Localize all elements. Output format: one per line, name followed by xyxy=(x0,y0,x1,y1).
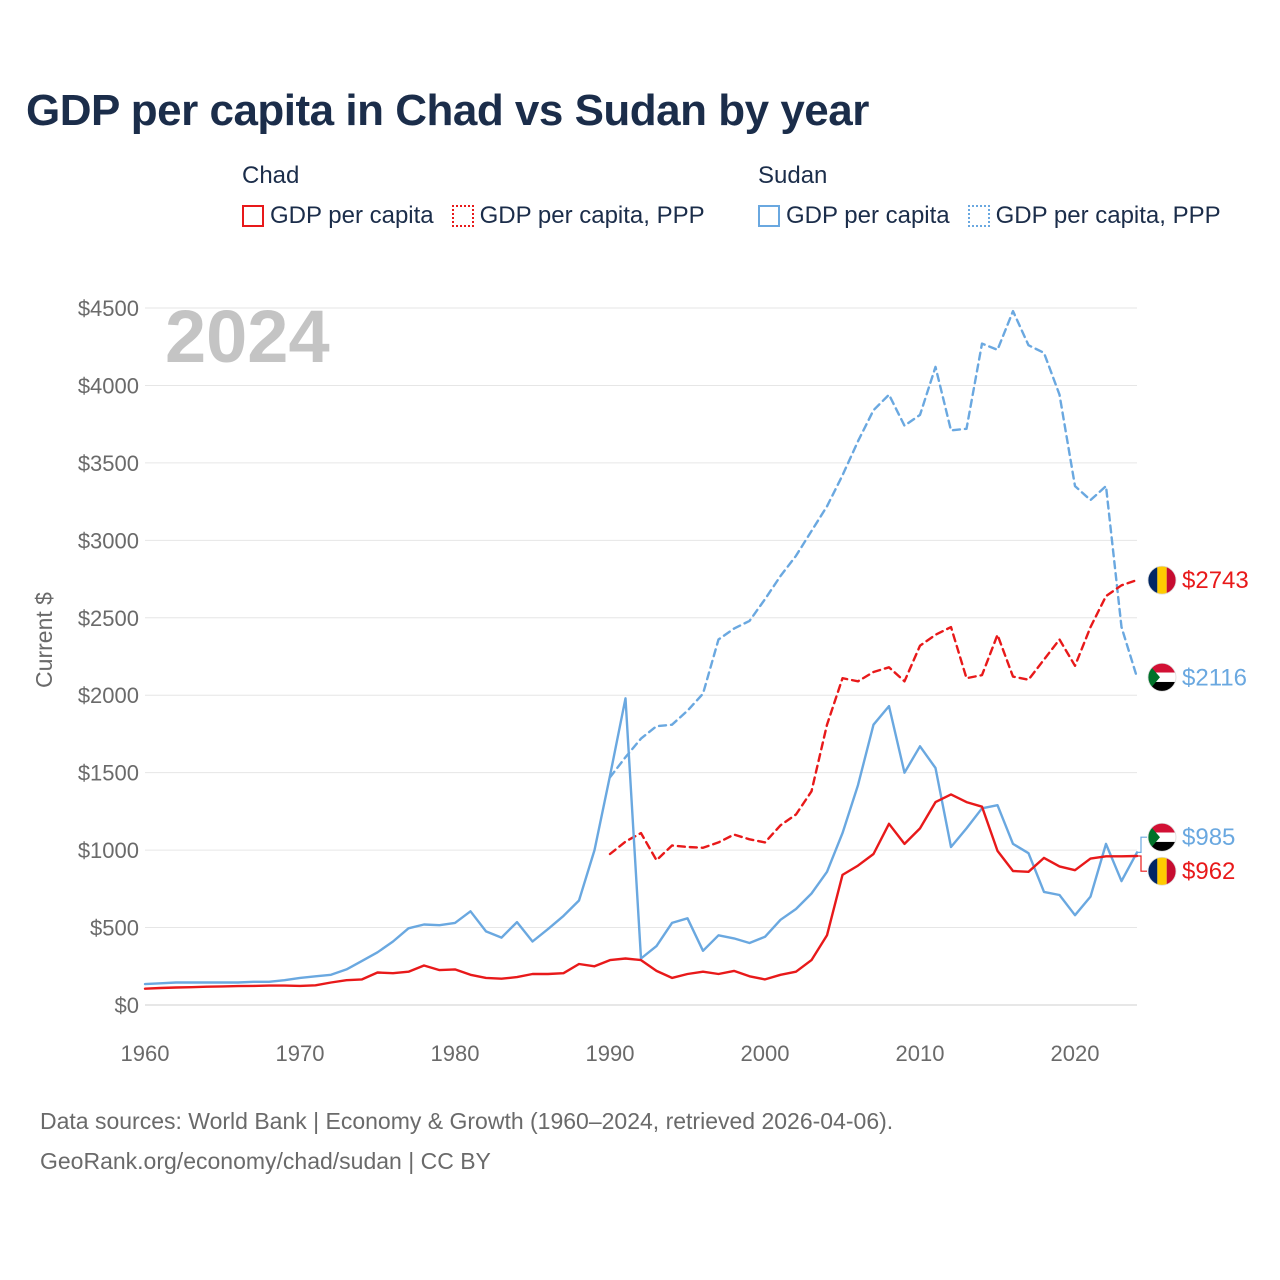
legend-label-sudan-ppp: GDP per capita, PPP xyxy=(995,202,1221,229)
end-label-connector xyxy=(1137,855,1147,872)
sudan-flag-icon xyxy=(1147,822,1177,852)
chad-flag-icon xyxy=(1147,856,1177,886)
y-tick-label: $2500 xyxy=(78,606,139,631)
end-label-connector xyxy=(1137,836,1147,854)
end-value-label: $2116 xyxy=(1182,664,1247,691)
legend-item-chad-gdp[interactable]: GDP per capita xyxy=(242,202,434,230)
legend-group-chad: Chad GDP per capita GDP per capita, PPP xyxy=(242,162,705,230)
end-value-label: $2743 xyxy=(1182,567,1249,594)
legend-item-chad-ppp[interactable]: GDP per capita, PPP xyxy=(451,202,705,230)
legend-swatch-sudan-gdp xyxy=(758,205,780,227)
y-tick-label: $1000 xyxy=(78,838,139,863)
legend-title-sudan: Sudan xyxy=(758,162,828,189)
y-tick-label: $4000 xyxy=(78,373,139,398)
legend-item-sudan-gdp[interactable]: GDP per capita xyxy=(758,202,950,230)
legend-label-sudan-gdp: GDP per capita xyxy=(786,202,950,229)
end-value-label: $985 xyxy=(1182,824,1235,851)
x-tick-label: 1980 xyxy=(431,1041,480,1066)
y-tick-label: $3000 xyxy=(78,528,139,553)
series-line xyxy=(143,697,1139,986)
y-tick-label: $3500 xyxy=(78,451,139,476)
legend-swatch-chad-ppp xyxy=(451,205,474,227)
x-tick-label: 1990 xyxy=(586,1041,635,1066)
x-tick-label: 1970 xyxy=(276,1041,325,1066)
legend-title-chad: Chad xyxy=(242,162,300,189)
y-tick-label: $500 xyxy=(90,916,139,941)
y-tick-label: $1500 xyxy=(78,761,139,786)
x-tick-label: 2000 xyxy=(741,1041,790,1066)
legend-label-chad-gdp: GDP per capita xyxy=(270,202,434,229)
x-tick-label: 2010 xyxy=(896,1041,945,1066)
legend-swatch-chad-gdp xyxy=(242,205,264,227)
series-line xyxy=(608,578,1139,862)
x-tick-label: 2020 xyxy=(1051,1041,1100,1066)
year-watermark: 2024 xyxy=(165,295,330,378)
legend-swatch-sudan-ppp xyxy=(967,205,990,227)
y-tick-label: $0 xyxy=(115,993,139,1018)
legend-item-sudan-ppp[interactable]: GDP per capita, PPP xyxy=(967,202,1221,230)
sudan-flag-icon xyxy=(1147,662,1177,692)
legend-group-sudan: Sudan GDP per capita GDP per capita, PPP xyxy=(758,162,1221,230)
chad-flag-icon xyxy=(1147,565,1177,595)
y-axis-title: Current $ xyxy=(31,592,57,688)
footer-credit: GeoRank.org/economy/chad/sudan | CC BY xyxy=(40,1148,491,1174)
y-tick-label: $4500 xyxy=(78,296,139,321)
page-title: GDP per capita in Chad vs Sudan by year xyxy=(26,86,869,135)
end-value-label: $962 xyxy=(1182,858,1235,885)
legend-label-chad-ppp: GDP per capita, PPP xyxy=(479,202,705,229)
series-line xyxy=(608,309,1139,779)
footer-sources: Data sources: World Bank | Economy & Gro… xyxy=(40,1108,894,1134)
series-line xyxy=(143,793,1139,990)
x-tick-label: 1960 xyxy=(121,1041,170,1066)
y-tick-label: $2000 xyxy=(78,683,139,708)
